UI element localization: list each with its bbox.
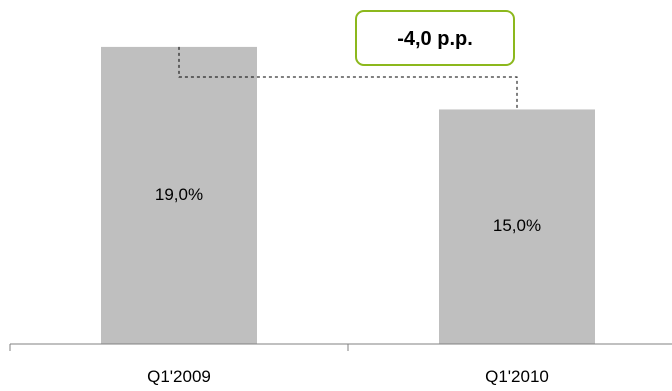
delta-annotation-label: -4,0 p.p. [397, 28, 473, 50]
x-tick-label-q1-2009: Q1'2009 [147, 367, 211, 386]
x-tick-label-q1-2010: Q1'2010 [485, 367, 549, 386]
bar-q1-2009 [101, 46, 257, 345]
bar-value-label-q1-2009: 19,0% [155, 185, 203, 204]
bar-q1-2010 [439, 109, 595, 344]
delta-annotation-box [355, 10, 515, 66]
bar-value-label-q1-2010: 15,0% [493, 216, 541, 235]
delta-connector-line [178, 46, 518, 110]
